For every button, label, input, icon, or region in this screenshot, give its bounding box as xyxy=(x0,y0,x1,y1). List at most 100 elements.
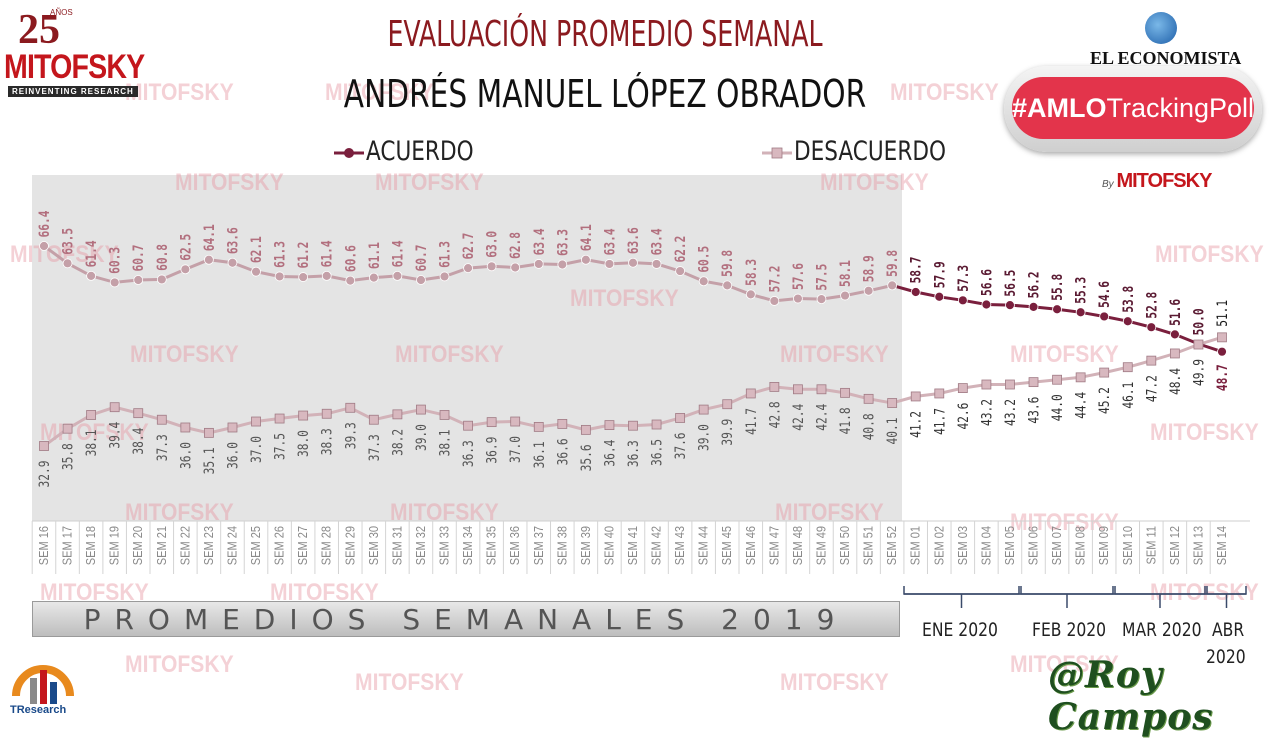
month-label-mar: MAR 2020 xyxy=(1122,619,1202,641)
acuerdo-data-label: 56.2 xyxy=(1025,271,1042,298)
watermark-text: MITOFSKY xyxy=(780,669,889,696)
desacuerdo-data-label: 43.2 xyxy=(978,399,995,426)
acuerdo-point xyxy=(510,262,521,273)
legend-acuerdo: ACUERDO xyxy=(366,136,474,167)
acuerdo-data-label: 51.6 xyxy=(1167,299,1184,326)
desacuerdo-point xyxy=(416,404,426,415)
x-tick-label: SEM 02 xyxy=(931,526,946,566)
watermark-text: MITOFSKY xyxy=(890,79,999,106)
x-tick-label: SEM 37 xyxy=(531,526,546,566)
watermark-text: MITOFSKY xyxy=(1150,419,1259,446)
watermark-text: MITOFSKY xyxy=(40,579,149,606)
watermark-text: MITOFSKY xyxy=(355,669,464,696)
acuerdo-data-label: 63.4 xyxy=(531,228,548,255)
acuerdo-data-label: 58.7 xyxy=(907,257,924,284)
acuerdo-data-label: 57.6 xyxy=(790,263,807,290)
month-label-abr: ABR xyxy=(1212,619,1245,641)
acuerdo-point xyxy=(533,259,544,269)
desacuerdo-point xyxy=(392,409,403,420)
acuerdo-data-label: 63.6 xyxy=(224,227,241,254)
acuerdo-point xyxy=(651,259,662,269)
acuerdo-point xyxy=(1122,316,1133,327)
acuerdo-point xyxy=(86,270,97,281)
x-tick-label: SEM 17 xyxy=(60,526,75,566)
acuerdo-data-label: 61.2 xyxy=(295,242,312,269)
line-chart: MITOFSKY MITOFSKY MITOFSKY MITOFSKY MITOFSKY… xyxy=(10,79,1264,696)
acuerdo-data-label: 58.9 xyxy=(860,255,877,282)
desacuerdo-point xyxy=(1005,379,1015,390)
watermark-text: MITOFSKY xyxy=(125,79,234,106)
desacuerdo-point xyxy=(628,420,638,431)
desacuerdo-point xyxy=(1075,372,1086,383)
acuerdo-data-label: 62.8 xyxy=(507,232,524,259)
desacuerdo-point xyxy=(1028,377,1039,388)
desacuerdo-point xyxy=(227,422,238,433)
desacuerdo-point xyxy=(533,421,544,432)
desacuerdo-data-label: 42.4 xyxy=(813,403,830,430)
acuerdo-point xyxy=(1028,301,1039,312)
by-name: MITOFSKY xyxy=(1116,170,1212,192)
desacuerdo-point xyxy=(981,379,992,390)
x-tick-label: SEM 46 xyxy=(743,526,758,566)
acuerdo-data-label: 60.7 xyxy=(413,245,430,272)
x-tick-label: SEM 34 xyxy=(460,526,475,566)
desacuerdo-point xyxy=(204,427,214,438)
desacuerdo-point xyxy=(863,393,874,404)
watermark-text: MITOFSKY xyxy=(125,651,234,678)
desacuerdo-data-label: 38.4 xyxy=(130,427,147,454)
acuerdo-data-label: 66.4 xyxy=(36,210,53,237)
logo-anos: AÑOS xyxy=(50,8,73,17)
desacuerdo-data-label: 42.4 xyxy=(790,403,807,430)
acuerdo-data-label: 64.1 xyxy=(578,224,595,251)
desacuerdo-data-label: 41.7 xyxy=(743,408,760,435)
desacuerdo-data-label: 36.0 xyxy=(224,442,241,469)
desacuerdo-data-label: 37.0 xyxy=(248,436,265,463)
acuerdo-data-label: 55.3 xyxy=(1072,277,1089,304)
watermark-text: MITOFSKY xyxy=(270,579,379,606)
desacuerdo-data-label: 43.6 xyxy=(1025,397,1042,424)
desacuerdo-data-label: 36.9 xyxy=(483,437,500,464)
desacuerdo-point xyxy=(675,413,686,423)
desacuerdo-point xyxy=(651,419,662,430)
desacuerdo-data-label: 38.3 xyxy=(318,428,335,455)
desacuerdo-data-label: 38.2 xyxy=(389,429,406,456)
economista-logo-text: EL ECONOMISTA xyxy=(1090,48,1242,68)
x-tick-label: SEM 43 xyxy=(672,526,687,566)
acuerdo-point xyxy=(628,257,638,268)
month-label-ene: ENE 2020 xyxy=(922,619,998,641)
desacuerdo-point xyxy=(722,399,733,410)
watermark-text: MITOFSKY xyxy=(175,169,284,196)
logo-years: 25 xyxy=(18,7,60,53)
desacuerdo-point xyxy=(793,384,803,395)
desacuerdo-point xyxy=(910,391,921,402)
acuerdo-point xyxy=(204,254,214,265)
x-tick-label: SEM 47 xyxy=(767,526,782,566)
acuerdo-point xyxy=(368,272,379,283)
desacuerdo-point xyxy=(510,416,521,427)
x-tick-label: SEM 20 xyxy=(130,526,145,566)
desacuerdo-data-label: 36.1 xyxy=(531,441,548,468)
acuerdo-data-label: 55.8 xyxy=(1049,274,1066,301)
poll-tag-bold: #AMLO xyxy=(1012,93,1107,123)
acuerdo-data-label: 57.2 xyxy=(766,265,783,292)
legend-acuerdo-marker xyxy=(344,148,354,158)
desacuerdo-data-label: 38.0 xyxy=(295,430,312,457)
desacuerdo-data-label: 44.0 xyxy=(1049,394,1066,421)
desacuerdo-point xyxy=(1169,348,1180,359)
acuerdo-data-label: 57.5 xyxy=(813,264,830,291)
desacuerdo-point xyxy=(486,417,497,428)
x-tick-label: SEM 33 xyxy=(437,526,452,566)
acuerdo-point xyxy=(580,254,591,265)
desacuerdo-point xyxy=(62,423,73,434)
x-tick-label: SEM 04 xyxy=(979,526,994,566)
desacuerdo-point xyxy=(840,387,850,398)
legend-desacuerdo: DESACUERDO xyxy=(794,136,946,167)
x-tick-label: SEM 26 xyxy=(272,526,287,566)
desacuerdo-point xyxy=(109,402,120,413)
desacuerdo-data-label: 37.5 xyxy=(271,433,288,460)
logo-name: MITOFSKY xyxy=(4,48,145,86)
acuerdo-data-label: 63.0 xyxy=(483,231,500,258)
acuerdo-point xyxy=(1075,307,1086,318)
desacuerdo-data-label: 36.3 xyxy=(625,440,642,467)
acuerdo-data-label: 63.5 xyxy=(59,228,76,255)
